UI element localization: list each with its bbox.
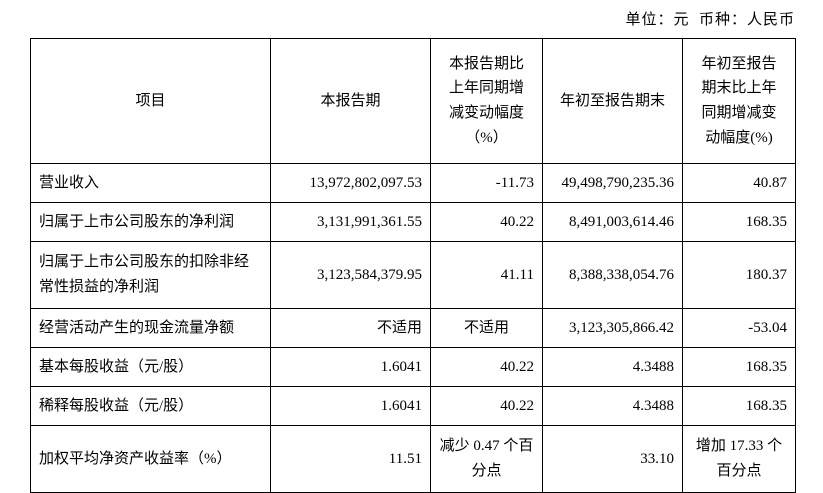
table-cell: 49,498,790,235.36 [542, 163, 683, 203]
table-cell: 40.22 [430, 347, 543, 387]
table-row-operating-revenue: 营业收入 13,972,802,097.53 -11.73 49,498,790… [30, 163, 796, 203]
table-cell: 41.11 [430, 241, 543, 309]
table-row-net-profit: 归属于上市公司股东的净利润 3,131,991,361.55 40.22 8,4… [30, 202, 796, 242]
row-label: 基本每股收益（元/股） [30, 347, 271, 387]
table-cell: 3,123,584,379.95 [270, 241, 431, 309]
column-header-item: 项目 [30, 38, 271, 164]
table-row-weighted-avg-roe: 加权平均净资产收益率（%） 11.51 减少 0.47 个百分点 33.10 增… [30, 425, 796, 493]
row-label: 营业收入 [30, 163, 271, 203]
table-cell: -11.73 [430, 163, 543, 203]
table-cell: 1.6041 [270, 386, 431, 426]
row-label: 加权平均净资产收益率（%） [30, 425, 271, 493]
table-header-row: 项目 本报告期 本报告期比上年同期增减变动幅度（%） 年初至报告期末 年初至报告… [30, 38, 796, 164]
row-label: 归属于上市公司股东的净利润 [30, 202, 271, 242]
table-cell: 3,131,991,361.55 [270, 202, 431, 242]
report-page: 单位：元 币种：人民币 项目 本报告期 本报告期比上年同期增减变动幅度（%） [30, 12, 796, 493]
table-cell: -53.04 [682, 308, 796, 348]
table-cell: 11.51 [270, 425, 431, 493]
table-cell: 不适用 [270, 308, 431, 348]
column-header-ytd: 年初至报告期末 [542, 38, 683, 164]
table-cell: 3,123,305,866.42 [542, 308, 683, 348]
table-cell: 40.87 [682, 163, 796, 203]
table-cell: 1.6041 [270, 347, 431, 387]
table-cell: 13,972,802,097.53 [270, 163, 431, 203]
table-cell: 增加 17.33 个百分点 [682, 425, 796, 493]
table-row-operating-cash-flow: 经营活动产生的现金流量净额 不适用 不适用 3,123,305,866.42 -… [30, 308, 796, 348]
table-cell: 33.10 [542, 425, 683, 493]
table-row-net-profit-excl-nonrecurring: 归属于上市公司股东的扣除非经常性损益的净利润 3,123,584,379.95 … [30, 241, 796, 309]
table-cell: 40.22 [430, 386, 543, 426]
table-cell: 8,491,003,614.46 [542, 202, 683, 242]
table-cell: 减少 0.47 个百分点 [430, 425, 543, 493]
table-row-diluted-eps: 稀释每股收益（元/股） 1.6041 40.22 4.3488 168.35 [30, 386, 796, 426]
row-label: 经营活动产生的现金流量净额 [30, 308, 271, 348]
column-header-ytd-change: 年初至报告期末比上年同期增减变动幅度(%) [682, 38, 796, 164]
unit-currency-note: 单位：元 币种：人民币 [625, 12, 795, 28]
table-cell: 180.37 [682, 241, 796, 309]
table-cell: 4.3488 [542, 386, 683, 426]
row-label: 稀释每股收益（元/股） [30, 386, 271, 426]
column-header-current-period-change: 本报告期比上年同期增减变动幅度（%） [430, 38, 543, 164]
table-cell: 8,388,338,054.76 [542, 241, 683, 309]
table-cell: 168.35 [682, 347, 796, 387]
table-cell: 不适用 [430, 308, 543, 348]
table-row-basic-eps: 基本每股收益（元/股） 1.6041 40.22 4.3488 168.35 [30, 347, 796, 387]
column-header-current-period: 本报告期 [270, 38, 431, 164]
row-label: 归属于上市公司股东的扣除非经常性损益的净利润 [30, 241, 271, 309]
table-cell: 40.22 [430, 202, 543, 242]
table-cell: 168.35 [682, 202, 796, 242]
financial-summary-table: 项目 本报告期 本报告期比上年同期增减变动幅度（%） 年初至报告期末 年初至报告… [30, 38, 796, 493]
table-cell: 4.3488 [542, 347, 683, 387]
table-cell: 168.35 [682, 386, 796, 426]
